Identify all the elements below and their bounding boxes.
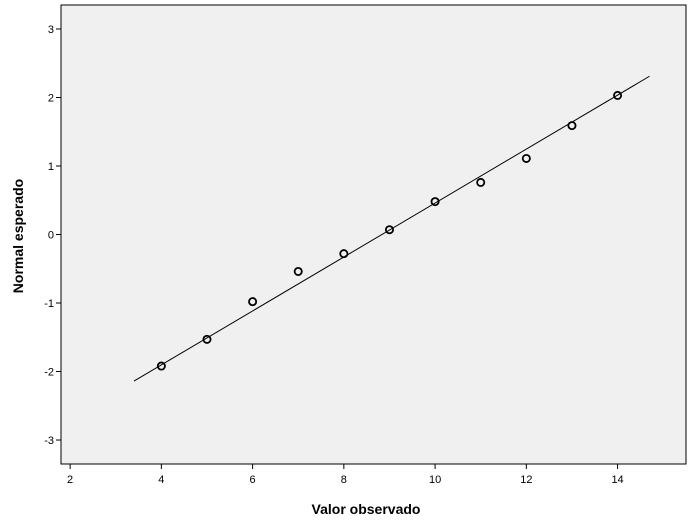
- y-tick-label: 3: [48, 24, 54, 36]
- x-axis-title: Valor observado: [312, 501, 421, 517]
- y-tick-label: -1: [44, 298, 54, 310]
- data-point: [156, 361, 166, 371]
- y-tick-label: -3: [44, 435, 54, 447]
- data-points: [156, 90, 623, 371]
- data-point: [248, 297, 258, 307]
- y-axis-title: Normal esperado: [10, 179, 26, 293]
- y-tick-label: 1: [48, 161, 54, 173]
- data-point: [613, 90, 623, 100]
- y-tick-label: 2: [48, 92, 54, 104]
- reference-line: [133, 75, 650, 382]
- x-tick-label: 6: [250, 474, 256, 486]
- x-tick-label: 2: [67, 474, 73, 486]
- y-tick-label: 0: [48, 230, 54, 242]
- data-point: [384, 225, 394, 235]
- data-point: [339, 249, 349, 259]
- x-tick-label: 14: [611, 474, 623, 486]
- x-tick-label: 8: [341, 474, 347, 486]
- data-point: [567, 121, 577, 131]
- y-tick-label: -2: [44, 367, 54, 379]
- plot-area: [60, 4, 687, 465]
- x-axis-ticks: 2 4 6 8 10 12 14: [67, 464, 624, 486]
- x-tick-label: 12: [520, 474, 532, 486]
- data-point: [202, 334, 212, 344]
- y-axis-ticks: -3 -2 -1 0 1 2 3: [44, 24, 61, 447]
- x-tick-label: 10: [429, 474, 441, 486]
- data-point: [430, 197, 440, 207]
- data-point: [521, 153, 531, 163]
- data-point: [293, 266, 303, 276]
- data-point: [476, 177, 486, 187]
- x-tick-label: 4: [158, 474, 164, 486]
